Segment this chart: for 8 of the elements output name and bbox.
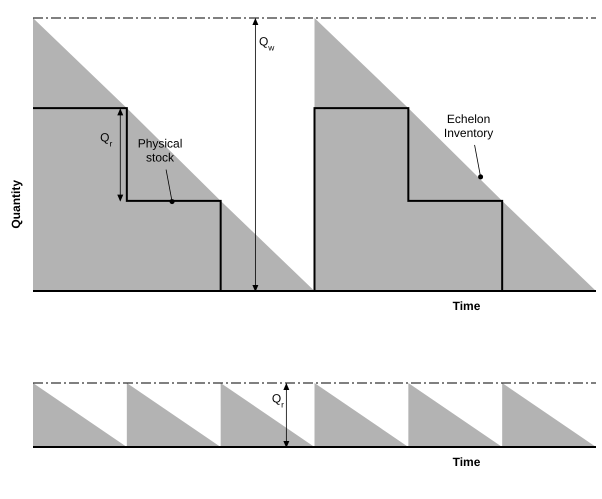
x-axis-title: Time	[452, 455, 481, 469]
y-axis-title: Quantity	[9, 180, 23, 229]
annotation: Physical stock	[138, 136, 182, 165]
annotation: Q$_{w}$	[258, 34, 276, 52]
x-axis-title: Time	[452, 299, 481, 313]
annotation: Q$_{r}$	[272, 392, 284, 410]
annotation: Echelon Inventory	[444, 112, 494, 140]
annotation: Q$_{r}$	[100, 130, 112, 148]
